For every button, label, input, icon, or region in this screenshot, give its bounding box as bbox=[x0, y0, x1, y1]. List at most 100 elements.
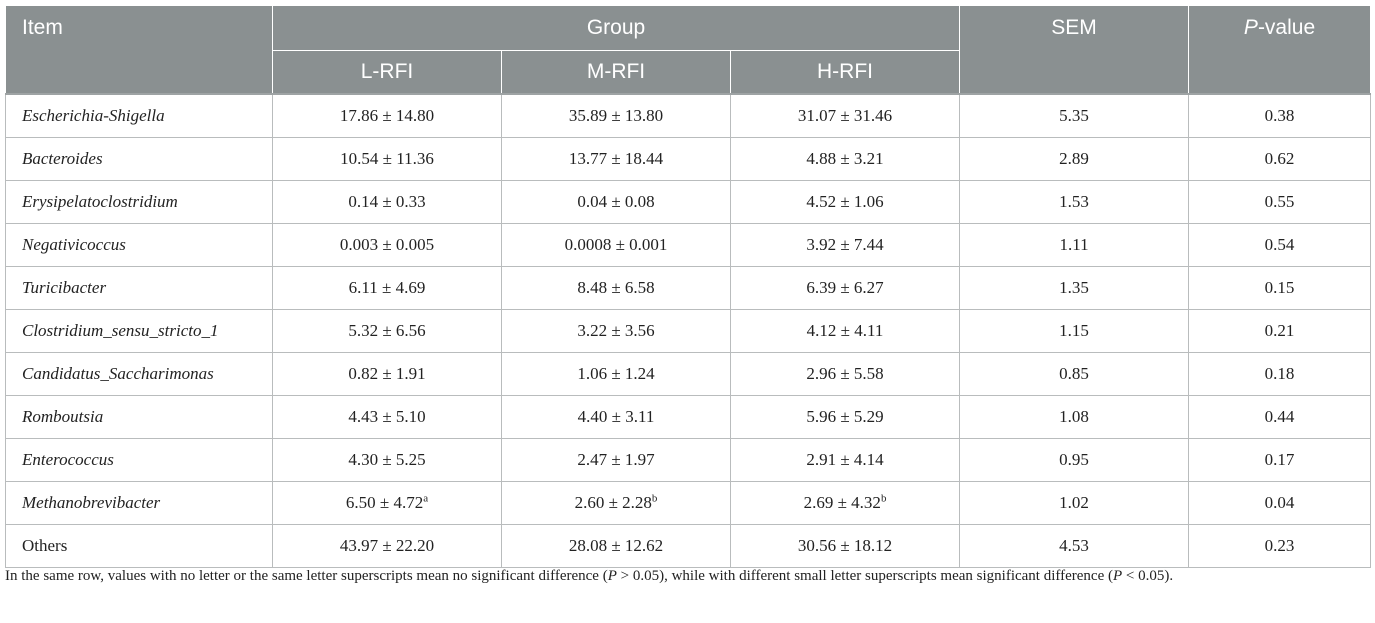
cell-p-value-value: 0.54 bbox=[1264, 235, 1295, 254]
cell-m-rfi: 4.40 ± 3.11 bbox=[501, 395, 731, 439]
cell-m-rfi-value: 0.04 ± 0.08 bbox=[577, 192, 655, 211]
cell-l-rfi: 6.50 ± 4.72a bbox=[272, 481, 502, 525]
results-table-container: Item Group SEM P-value L-RFI M-RFI H-RFI… bbox=[5, 5, 1372, 568]
header-p-letter: P bbox=[1243, 16, 1258, 39]
footnote-p-2: P bbox=[1112, 568, 1123, 584]
cell-m-rfi: 0.04 ± 0.08 bbox=[501, 180, 731, 224]
cell-p-value-value: 0.17 bbox=[1264, 450, 1295, 469]
cell-p-value: 0.62 bbox=[1188, 137, 1372, 181]
cell-item-value: Bacteroides bbox=[22, 149, 103, 168]
cell-p-value-value: 0.18 bbox=[1264, 364, 1295, 383]
cell-m-rfi: 2.47 ± 1.97 bbox=[501, 438, 731, 482]
header-m-rfi: M-RFI bbox=[501, 50, 731, 95]
cell-h-rfi-value: 4.88 ± 3.21 bbox=[806, 149, 884, 168]
cell-l-rfi: 5.32 ± 6.56 bbox=[272, 309, 502, 353]
table-row: Clostridium_sensu_stricto_1 5.32 ± 6.56 3.… bbox=[5, 309, 1372, 353]
cell-item-value: Enterococcus bbox=[22, 450, 114, 469]
cell-h-rfi-value: 2.91 ± 4.14 bbox=[806, 450, 884, 469]
cell-l-rfi-value: 4.30 ± 5.25 bbox=[348, 450, 426, 469]
cell-sem-value: 1.02 bbox=[1059, 493, 1089, 512]
cell-p-value: 0.15 bbox=[1188, 266, 1372, 310]
cell-h-rfi-value: 31.07 ± 31.46 bbox=[797, 106, 893, 125]
cell-item: Turicibacter bbox=[5, 266, 273, 310]
cell-l-rfi-value: 43.97 ± 22.20 bbox=[339, 536, 435, 555]
cell-sem: 1.11 bbox=[959, 223, 1190, 267]
cell-p-value-value: 0.62 bbox=[1264, 149, 1295, 168]
cell-h-rfi-value: 4.52 ± 1.06 bbox=[806, 192, 884, 211]
cell-m-rfi-value: 4.40 ± 3.11 bbox=[577, 407, 655, 426]
cell-h-rfi: 5.96 ± 5.29 bbox=[729, 395, 961, 439]
cell-l-rfi: 6.11 ± 4.69 bbox=[272, 266, 502, 310]
header-l-rfi: L-RFI bbox=[272, 50, 502, 95]
cell-h-rfi: 30.56 ± 18.12 bbox=[729, 524, 961, 568]
cell-p-value-value: 0.23 bbox=[1264, 536, 1295, 555]
table-row: Enterococcus 4.30 ± 5.25 2.47 ± 1.97 2.91 ±… bbox=[5, 438, 1372, 482]
cell-item: Clostridium_sensu_stricto_1 bbox=[5, 309, 273, 353]
cell-p-value: 0.55 bbox=[1188, 180, 1372, 224]
cell-l-rfi-value: 4.43 ± 5.10 bbox=[348, 407, 426, 426]
cell-item: Romboutsia bbox=[5, 395, 273, 439]
cell-l-rfi: 0.82 ± 1.91 bbox=[272, 352, 502, 396]
cell-sem: 0.85 bbox=[959, 352, 1190, 396]
cell-l-rfi-superscript: a bbox=[423, 492, 429, 505]
table-row: Turicibacter 6.11 ± 4.69 8.48 ± 6.58 6.39 ±… bbox=[5, 266, 1372, 310]
cell-h-rfi: 3.92 ± 7.44 bbox=[729, 223, 961, 267]
cell-p-value: 0.04 bbox=[1188, 481, 1372, 525]
cell-item: Candidatus_Saccharimonas bbox=[5, 352, 273, 396]
cell-h-rfi: 2.91 ± 4.14 bbox=[729, 438, 961, 482]
cell-l-rfi: 17.86 ± 14.80 bbox=[272, 93, 502, 138]
cell-m-rfi-value: 2.60 ± 2.28 bbox=[574, 493, 652, 512]
cell-h-rfi-value: 30.56 ± 18.12 bbox=[797, 536, 893, 555]
cell-item: Others bbox=[5, 524, 273, 568]
cell-sem-value: 1.15 bbox=[1059, 321, 1089, 340]
cell-p-value-value: 0.55 bbox=[1264, 192, 1295, 211]
cell-h-rfi-value: 3.92 ± 7.44 bbox=[806, 235, 884, 254]
cell-sem-value: 1.11 bbox=[1059, 235, 1089, 254]
cell-p-value-value: 0.38 bbox=[1264, 106, 1295, 125]
cell-m-rfi: 1.06 ± 1.24 bbox=[501, 352, 731, 396]
table-row: Bacteroides 10.54 ± 11.36 13.77 ± 18.44 4.8… bbox=[5, 137, 1372, 181]
cell-l-rfi: 0.003 ± 0.005 bbox=[272, 223, 502, 267]
cell-h-rfi: 4.12 ± 4.11 bbox=[729, 309, 961, 353]
cell-p-value: 0.17 bbox=[1188, 438, 1372, 482]
cell-m-rfi: 35.89 ± 13.80 bbox=[501, 93, 731, 138]
cell-item-value: Romboutsia bbox=[22, 407, 104, 426]
cell-h-rfi: 6.39 ± 6.27 bbox=[729, 266, 961, 310]
cell-l-rfi: 43.97 ± 22.20 bbox=[272, 524, 502, 568]
cell-sem: 5.35 bbox=[959, 93, 1190, 138]
header-item: Item bbox=[5, 5, 273, 95]
cell-l-rfi: 4.43 ± 5.10 bbox=[272, 395, 502, 439]
table-row: Escherichia-Shigella 17.86 ± 14.80 35.89 ±… bbox=[5, 93, 1372, 138]
cell-sem-value: 2.89 bbox=[1059, 149, 1089, 168]
cell-l-rfi-value: 0.003 ± 0.005 bbox=[339, 235, 435, 254]
cell-m-rfi: 28.08 ± 12.62 bbox=[501, 524, 731, 568]
cell-p-value: 0.23 bbox=[1188, 524, 1372, 568]
cell-item-value: Candidatus_Saccharimonas bbox=[22, 364, 214, 383]
cell-m-rfi: 13.77 ± 18.44 bbox=[501, 137, 731, 181]
cell-sem: 1.02 bbox=[959, 481, 1190, 525]
cell-h-rfi-superscript: b bbox=[880, 492, 887, 505]
cell-m-rfi-superscript: b bbox=[651, 492, 658, 505]
cell-item: Enterococcus bbox=[5, 438, 273, 482]
cell-item: Methanobrevibacter bbox=[5, 481, 273, 525]
cell-p-value: 0.44 bbox=[1188, 395, 1372, 439]
table-header: Item Group SEM P-value L-RFI M-RFI H-RFI bbox=[5, 5, 1372, 95]
cell-m-rfi: 2.60 ± 2.28b bbox=[501, 481, 731, 525]
cell-l-rfi-value: 10.54 ± 11.36 bbox=[340, 149, 434, 168]
cell-m-rfi: 8.48 ± 6.58 bbox=[501, 266, 731, 310]
cell-sem: 4.53 bbox=[959, 524, 1190, 568]
cell-m-rfi-value: 13.77 ± 18.44 bbox=[568, 149, 664, 168]
footnote-text-1: In the same row, values with no letter o… bbox=[5, 568, 608, 584]
header-p-value: P-value bbox=[1188, 5, 1372, 95]
cell-l-rfi: 4.30 ± 5.25 bbox=[272, 438, 502, 482]
cell-h-rfi-value: 4.12 ± 4.11 bbox=[806, 321, 884, 340]
cell-l-rfi: 10.54 ± 11.36 bbox=[272, 137, 502, 181]
cell-sem-value: 0.85 bbox=[1059, 364, 1089, 383]
cell-item-value: Negativicoccus bbox=[22, 235, 126, 254]
cell-l-rfi-value: 0.14 ± 0.33 bbox=[348, 192, 426, 211]
cell-sem: 1.08 bbox=[959, 395, 1190, 439]
cell-p-value-value: 0.44 bbox=[1264, 407, 1295, 426]
cell-p-value: 0.38 bbox=[1188, 93, 1372, 138]
cell-l-rfi-value: 0.82 ± 1.91 bbox=[348, 364, 426, 383]
cell-item-value: Escherichia-Shigella bbox=[22, 106, 165, 125]
